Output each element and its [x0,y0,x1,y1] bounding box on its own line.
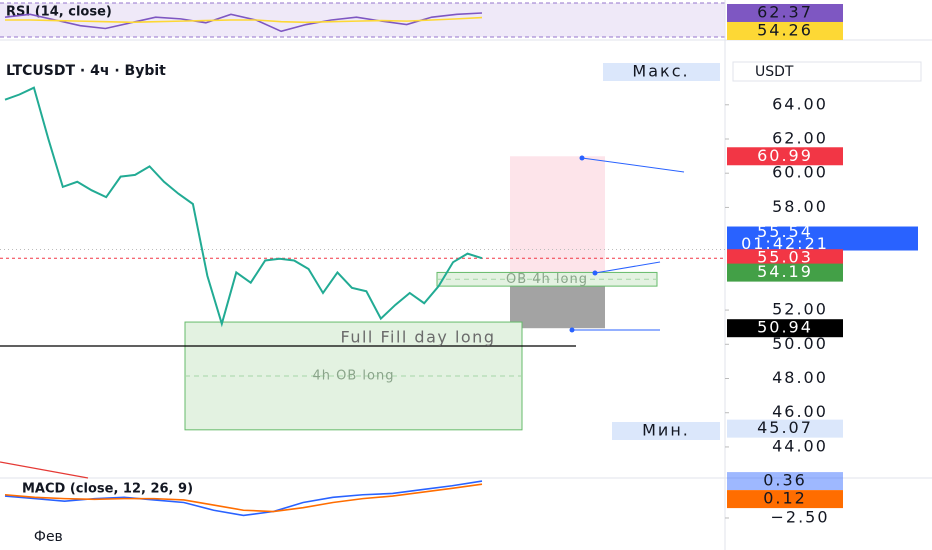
min-box [612,422,720,440]
chart-title[interactable]: LTCUSDT · 4ч · Bybit [6,63,166,79]
y-tick-label: 48.00 [772,368,828,387]
y-tick-label: 58.00 [772,197,828,216]
trend-line [0,461,89,479]
price-line [4,86,483,328]
currency-box[interactable] [732,61,922,82]
y-tick-label: −2.50 [770,507,829,526]
y-tick-label: 46.00 [772,402,828,421]
macd-tag [727,472,843,491]
rsi-tag-label: 62.37 [757,2,813,21]
price-tag-label: 55.54 [757,222,813,241]
zone [510,156,605,273]
level-label: Full Fill day long [341,328,496,347]
price-tag-label: 60.99 [757,146,813,165]
y-tick-label: 64.00 [772,94,828,113]
price-tag [727,263,843,282]
alert-leader [581,157,685,173]
y-tick-label: 60.00 [772,163,828,182]
max-box [603,63,720,81]
price-tag-label: 45.07 [757,418,813,437]
zone-label: 4h OB long [313,368,395,383]
y-tick-label: 44.00 [772,436,828,455]
rsi-tag-label: 54.26 [757,20,813,39]
rsi-title: RSI (14, close) [6,5,112,20]
max-label: Макс. [632,62,689,81]
y-tick-label: 52.00 [772,300,828,319]
rsi-tag [727,3,843,22]
y-tick-label: 62.00 [772,128,828,147]
price-tag-timer: 01:42:21 [741,234,829,253]
rsi-band [0,3,725,37]
macd-tag-label: 0.12 [763,489,807,508]
rsi-line [5,16,483,24]
price-tag [727,419,843,438]
price-tag-label: 55.03 [757,248,813,267]
x-tick-label: Фев [34,529,63,545]
price-tag [727,147,843,166]
rsi-tag [727,21,843,40]
y-tick-label: 50.00 [772,334,828,353]
price-tag [727,249,843,268]
macd-title: MACD (close, 12, 26, 9) [22,482,193,497]
alert-leader [594,261,661,274]
min-label: Мин. [642,421,690,440]
price-tag-label: 50.94 [757,318,813,337]
alert-dot [569,327,575,333]
macd-tag [727,490,843,509]
macd-line [4,483,483,513]
macd-tag-label: 0.36 [763,471,807,490]
currency: USDT [755,64,794,80]
alert-dot [579,155,585,161]
price-tag-label: 54.19 [757,262,813,281]
alert-dot [592,270,598,276]
zone-label: OB 4h long [506,272,588,287]
price-tag [727,319,843,338]
rsi-line [4,12,483,33]
price-tag [727,226,918,251]
